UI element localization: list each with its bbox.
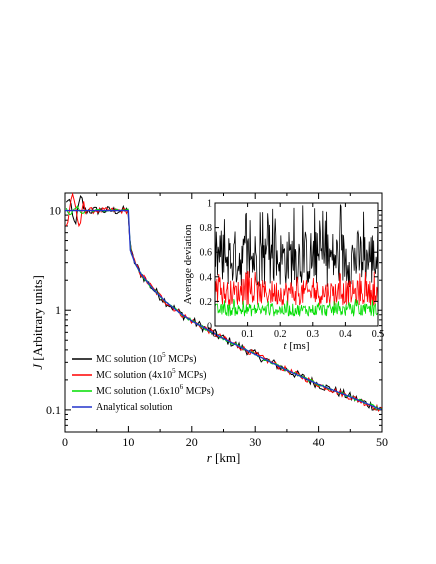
y-tick-label: 1 <box>55 303 61 317</box>
x-tick-label: 20 <box>186 435 198 449</box>
x-axis-label: r [km] <box>207 450 241 465</box>
y-axis-label: J [Arbitrary units] <box>30 275 45 370</box>
analytical-series-line <box>65 209 382 411</box>
legend-entry-suffix: MCPs) <box>166 354 197 365</box>
x-tick-label: 10 <box>122 435 134 449</box>
legend-entry-prefix: Analytical solution <box>96 402 172 413</box>
legend: MC solution (105 MCPs)MC solution (4x105… <box>72 351 214 413</box>
y-tick-label: 10 <box>49 204 61 218</box>
inset-y-tick-label: 1 <box>207 199 212 210</box>
legend-entry: Analytical solution <box>96 402 172 413</box>
inset-x-tick-label: 0.5 <box>372 329 385 340</box>
x-axis-label-unit: [km] <box>212 450 241 465</box>
y-axis-label-symbol: J <box>30 363 45 370</box>
x-tick-label: 30 <box>249 435 261 449</box>
inset-x-tick-label: 0.4 <box>339 329 352 340</box>
legend-entry-prefix: MC solution (1.6x10 <box>96 386 180 397</box>
legend-entry: MC solution (105 MCPs) <box>96 351 196 365</box>
legend-entry-suffix: MCPs) <box>183 386 214 397</box>
inset-series-line-1 <box>214 271 379 306</box>
legend-entry-prefix: MC solution (4x10 <box>96 370 172 381</box>
x-tick-label: 0 <box>62 435 68 449</box>
inset-x-tick-label: 0 <box>213 329 218 340</box>
x-axis-label-symbol: r <box>207 450 213 465</box>
y-axis-label-unit: [Arbitrary units] <box>30 275 45 364</box>
inset-y-tick-label: 0.4 <box>200 272 213 283</box>
inset-y-axis-label: Average deviation <box>182 224 194 305</box>
inset-series-line-2 <box>214 298 379 317</box>
legend-entry-prefix: MC solution (10 <box>96 354 162 365</box>
inset-y-tick-label: 0 <box>207 322 212 333</box>
y-tick-label: 0.1 <box>46 403 61 417</box>
legend-entry-exponent: 6 <box>180 383 184 391</box>
inset-x-axis-label: t [ms] <box>284 340 310 352</box>
legend-entry-exponent: 5 <box>172 367 176 375</box>
legend-entry-suffix: MCPs) <box>176 370 207 381</box>
x-tick-label: 40 <box>313 435 325 449</box>
mc-series-line-1 <box>65 192 383 413</box>
inset-x-tick-label: 0.1 <box>241 329 254 340</box>
inset-x-tick-label: 0.2 <box>274 329 287 340</box>
x-tick-label: 50 <box>376 435 388 449</box>
inset-y-tick-label: 0.8 <box>200 223 213 234</box>
inset-chart: 0 0.1 0.2 0.3 0.4 0.5 0 0.2 0.4 0.6 0.8 1 t [ms] Aver… <box>182 199 384 353</box>
inset-y-tick-label: 0.2 <box>200 297 213 308</box>
inset-y-tick-label: 0.6 <box>200 248 213 259</box>
inset-x-tick-label: 0.3 <box>307 329 320 340</box>
legend-entry-exponent: 5 <box>162 351 166 359</box>
inset-x-axis-label-symbol: t <box>284 340 288 352</box>
inset-x-axis-label-unit: [ms] <box>287 340 310 352</box>
legend-entry: MC solution (1.6x106 MCPs) <box>96 383 214 397</box>
inset-plot-frame <box>214 202 379 327</box>
legend-entry: MC solution (4x105 MCPs) <box>96 367 206 381</box>
